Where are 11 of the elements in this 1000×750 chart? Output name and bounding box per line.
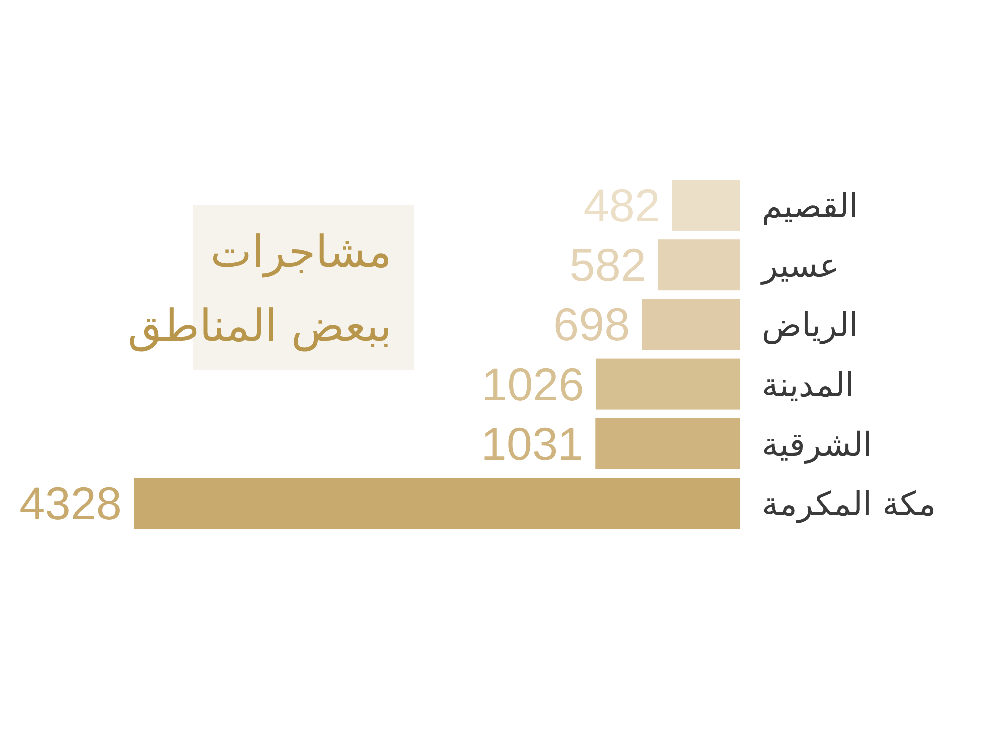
data-label: 1026 (482, 358, 584, 410)
data-label: 582 (570, 239, 646, 292)
category-label: مكة المكرمة (762, 484, 936, 524)
category-label: الشرقية (762, 424, 872, 464)
data-label: 698 (554, 298, 630, 351)
data-label: 1031 (481, 418, 584, 470)
category-label: القصيم (762, 186, 858, 226)
category-label: المدينة (762, 365, 854, 404)
category-label: عسير (762, 246, 840, 286)
data-label: 4328 (20, 478, 122, 530)
category-label: الرياض (762, 306, 859, 345)
